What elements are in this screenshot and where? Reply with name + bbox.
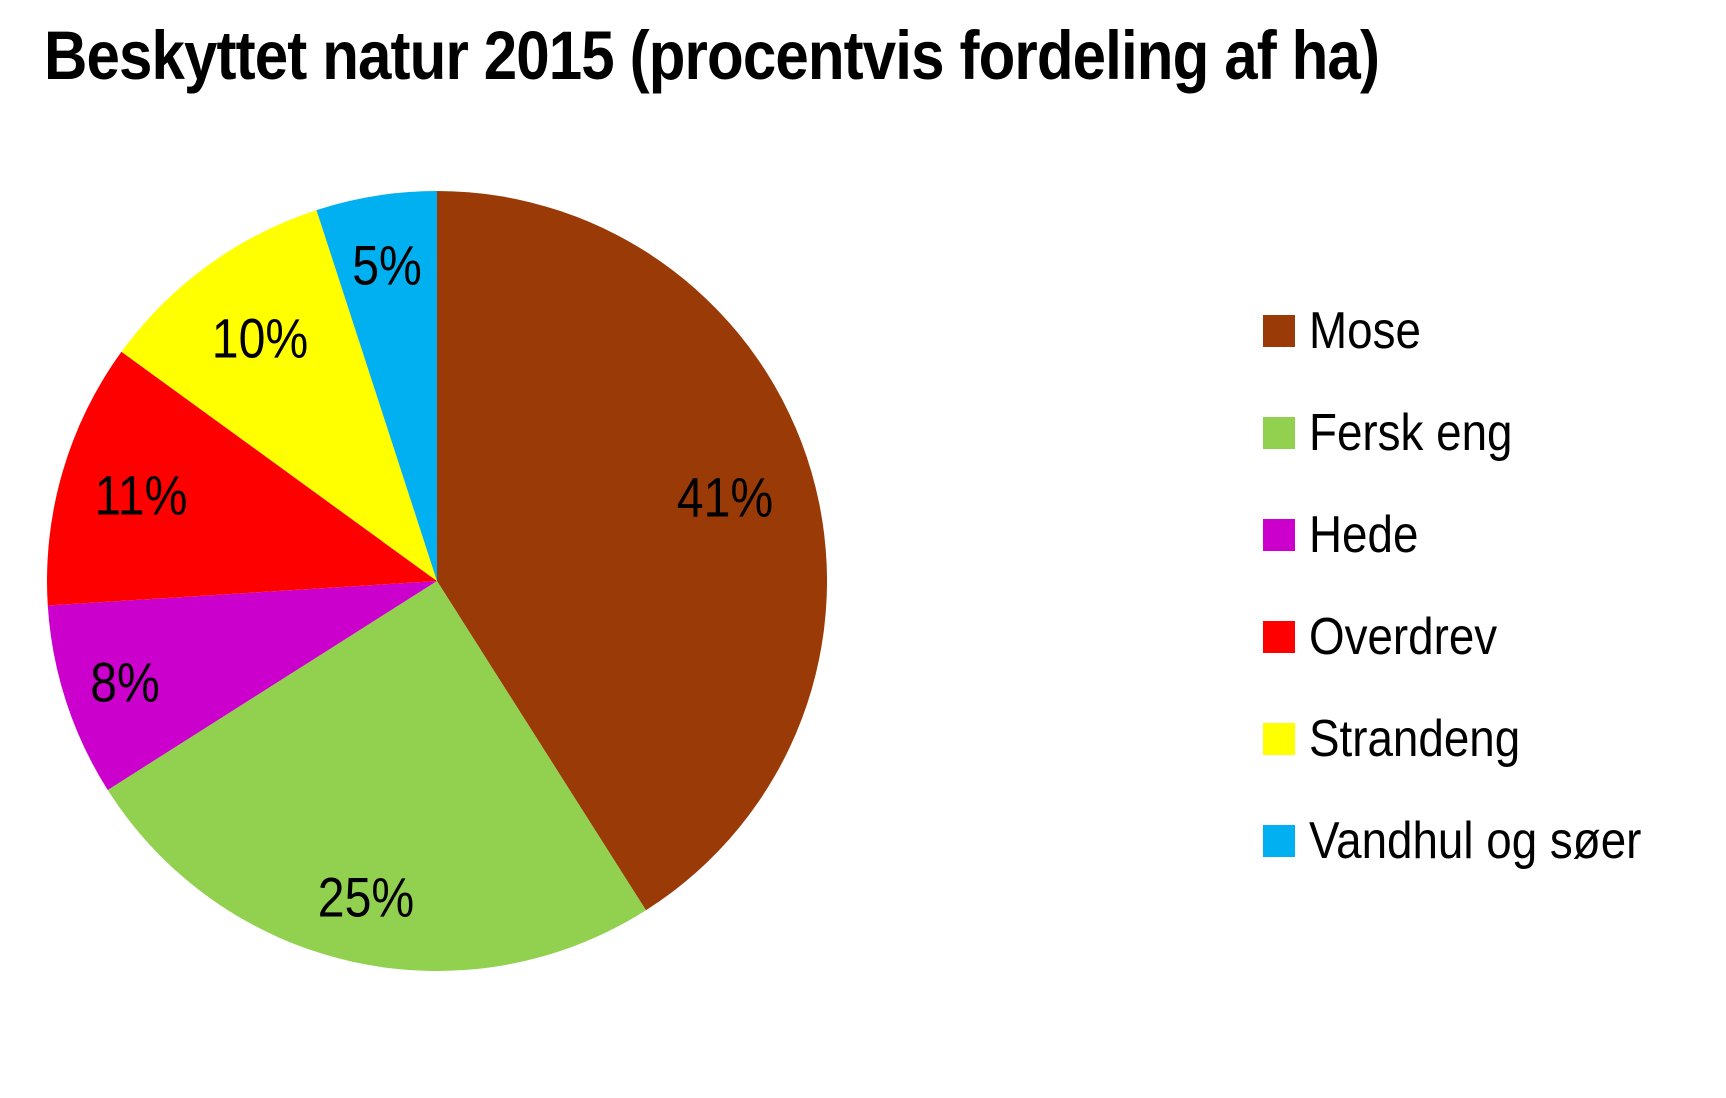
legend-label-vandhul-og-s-er: Vandhul og søer — [1309, 812, 1642, 870]
legend-swatch-overdrev — [1263, 621, 1295, 653]
slice-label-overdrev: 11% — [94, 463, 188, 527]
legend-item-strandeng: Strandeng — [1263, 710, 1687, 768]
legend-swatch-fersk-eng — [1263, 417, 1295, 449]
pie-chart: 41% 25% 8% 11% 10% 5% — [47, 191, 827, 971]
pie-slice-vandhul-og-s-er — [316, 191, 437, 581]
legend-label-mose: Mose — [1309, 302, 1421, 360]
legend-item-overdrev: Overdrev — [1263, 608, 1687, 666]
pie-slice-hede — [47, 581, 438, 790]
legend-item-mose: Mose — [1263, 302, 1687, 360]
pie-slice-fersk-eng — [107, 581, 646, 971]
legend-item-hede: Hede — [1263, 506, 1687, 564]
slice-label-strandeng: 10% — [211, 306, 309, 370]
pie-chart-svg — [47, 191, 827, 971]
chart-title: Beskyttet natur 2015 (procentvis fordeli… — [44, 17, 1380, 94]
slice-label-vandhul-og-s-er: 5% — [352, 233, 422, 297]
slice-label-fersk-eng: 25% — [317, 865, 415, 929]
legend: Mose Fersk eng Hede Overdrev Strandeng Vandhu… — [1263, 302, 1687, 917]
pie-slice-strandeng — [121, 210, 437, 581]
pie-slice-overdrev — [47, 351, 437, 606]
legend-label-strandeng: Strandeng — [1309, 710, 1521, 768]
slice-label-hede: 8% — [90, 650, 160, 714]
legend-swatch-mose — [1263, 315, 1295, 347]
slice-label-mose: 41% — [676, 465, 774, 529]
legend-item-vandhul-og-s-er: Vandhul og søer — [1263, 812, 1687, 870]
legend-label-overdrev: Overdrev — [1309, 608, 1498, 666]
legend-swatch-strandeng — [1263, 723, 1295, 755]
legend-label-fersk-eng: Fersk eng — [1309, 404, 1513, 462]
legend-label-hede: Hede — [1309, 506, 1419, 564]
legend-swatch-vandhul-og-s-er — [1263, 825, 1295, 857]
legend-swatch-hede — [1263, 519, 1295, 551]
pie-slice-mose — [437, 191, 827, 911]
legend-item-fersk-eng: Fersk eng — [1263, 404, 1687, 462]
